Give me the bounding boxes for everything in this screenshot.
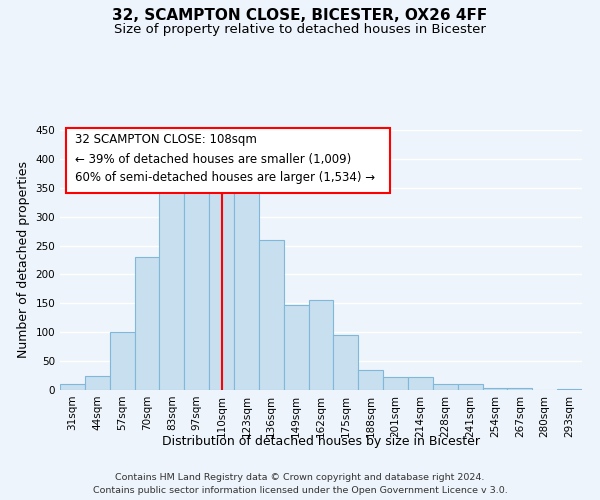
Bar	[433, 384, 458, 390]
Bar	[85, 376, 110, 390]
Y-axis label: Number of detached properties: Number of detached properties	[17, 162, 30, 358]
Bar	[234, 183, 259, 390]
Text: Contains HM Land Registry data © Crown copyright and database right 2024.: Contains HM Land Registry data © Crown c…	[115, 472, 485, 482]
Text: Distribution of detached houses by size in Bicester: Distribution of detached houses by size …	[162, 435, 480, 448]
Bar	[458, 384, 482, 390]
Bar	[209, 174, 234, 390]
Bar	[557, 389, 582, 390]
Text: Size of property relative to detached houses in Bicester: Size of property relative to detached ho…	[114, 22, 486, 36]
Text: 60% of semi-detached houses are larger (1,534) →: 60% of semi-detached houses are larger (…	[75, 172, 375, 184]
Bar	[284, 305, 308, 390]
Bar	[508, 388, 532, 390]
Bar	[184, 176, 209, 390]
Bar	[308, 300, 334, 390]
Text: Contains public sector information licensed under the Open Government Licence v : Contains public sector information licen…	[92, 486, 508, 495]
Bar	[110, 332, 134, 390]
Bar	[482, 388, 508, 390]
Bar	[408, 378, 433, 390]
Text: 32, SCAMPTON CLOSE, BICESTER, OX26 4FF: 32, SCAMPTON CLOSE, BICESTER, OX26 4FF	[112, 8, 488, 22]
Bar	[383, 378, 408, 390]
Text: 32 SCAMPTON CLOSE: 108sqm: 32 SCAMPTON CLOSE: 108sqm	[75, 134, 257, 146]
Bar	[160, 179, 184, 390]
Bar	[334, 335, 358, 390]
Text: ← 39% of detached houses are smaller (1,009): ← 39% of detached houses are smaller (1,…	[75, 152, 351, 166]
Bar	[259, 240, 284, 390]
Bar	[134, 257, 160, 390]
Bar	[60, 384, 85, 390]
Bar	[358, 370, 383, 390]
